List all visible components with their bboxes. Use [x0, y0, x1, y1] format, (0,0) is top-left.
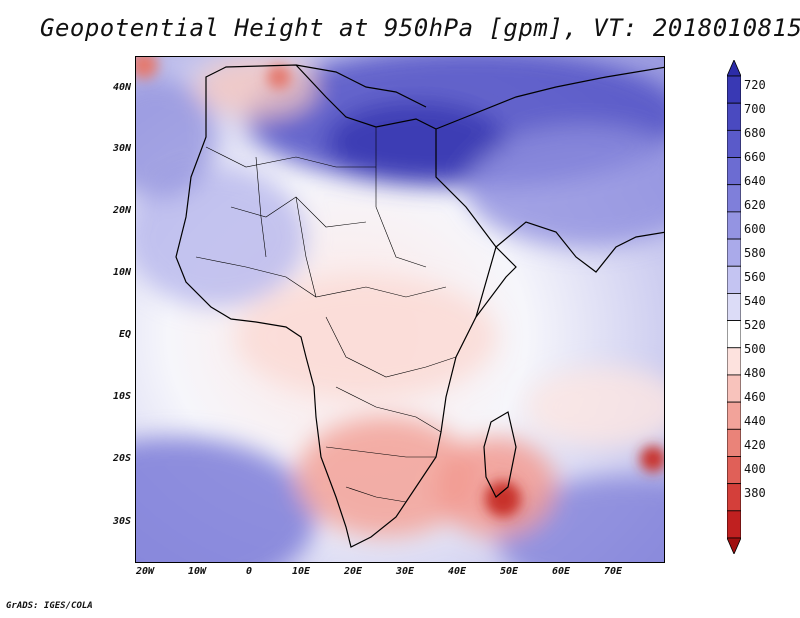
- y-axis-label-30n: 30N: [112, 143, 131, 154]
- colorbar-cell: [727, 401, 741, 430]
- colorbar-label-440: 440: [744, 414, 766, 428]
- colorbar-label-660: 660: [744, 150, 766, 164]
- colorbar-label-520: 520: [744, 318, 766, 332]
- colorbar-label-620: 620: [744, 198, 766, 212]
- colorbar-label-500: 500: [744, 342, 766, 356]
- colorbar-cell: [727, 129, 741, 158]
- colorbar-cell: [727, 157, 741, 186]
- colorbar-cell: [727, 265, 741, 294]
- country-borders: [195, 127, 457, 503]
- map-plot-area: [135, 56, 665, 563]
- colorbar-cell: [727, 320, 741, 349]
- colorbar-cell: [727, 75, 741, 104]
- x-axis-label-20e: 20E: [343, 566, 363, 577]
- colorbar-label-400: 400: [744, 462, 766, 476]
- colorbar-cells: [727, 60, 741, 554]
- colorbar-label-580: 580: [744, 246, 766, 260]
- colorbar-cell: [727, 374, 741, 403]
- low-centers: [136, 57, 664, 517]
- colorbar-label-560: 560: [744, 270, 766, 284]
- x-axis-label-40e: 40E: [447, 566, 467, 577]
- colorbar-cell: [727, 456, 741, 485]
- colorbar-cell: [727, 184, 741, 213]
- colorbar-cell: [727, 347, 741, 376]
- colorbar-label-420: 420: [744, 438, 766, 452]
- y-axis-label-40n: 40N: [112, 82, 131, 93]
- colorbar-label-540: 540: [744, 294, 766, 308]
- coastlines: [175, 64, 664, 548]
- x-axis-label-20w: 20W: [135, 566, 155, 577]
- colorbar-cell: [727, 102, 741, 131]
- colorbar-label-720: 720: [744, 78, 766, 92]
- colorbar: [727, 60, 741, 554]
- colorbar-label-600: 600: [744, 222, 766, 236]
- x-axis-label-10w: 10W: [187, 566, 207, 577]
- x-axis-label-10e: 10E: [291, 566, 311, 577]
- colorbar-cell: [727, 293, 741, 321]
- y-axis-label-20s: 20S: [112, 453, 131, 464]
- colorbar-label-700: 700: [744, 102, 766, 116]
- y-axis-label-20n: 20N: [112, 205, 131, 216]
- colorbar-cell: [727, 238, 741, 267]
- chart-title: Geopotential Height at 950hPa [gpm], VT:…: [40, 14, 800, 42]
- colorbar-label-380: 380: [744, 486, 766, 500]
- colorbar-cell: [727, 211, 741, 240]
- y-axis-label-10n: 10N: [112, 267, 131, 278]
- x-axis-label-30e: 30E: [395, 566, 415, 577]
- colorbar-label-680: 680: [744, 126, 766, 140]
- colorbar-cell: [727, 60, 741, 77]
- map-svg: [136, 57, 664, 562]
- x-axis-label-60e: 60E: [551, 566, 571, 577]
- y-axis-label-10s: 10S: [112, 391, 131, 402]
- y-axis-label-30s: 30S: [112, 516, 131, 527]
- colorbar-label-480: 480: [744, 366, 766, 380]
- x-axis-label-50e: 50E: [499, 566, 519, 577]
- colorbar-cell: [727, 537, 741, 554]
- x-axis-label-0: 0: [245, 566, 253, 577]
- y-axis-label-eq: EQ: [118, 329, 131, 340]
- footer-credit: GrADS: IGES/COLA: [6, 601, 93, 611]
- colorbar-cell: [727, 510, 741, 539]
- colorbar-cell: [727, 483, 741, 512]
- colorbar-cell: [727, 428, 741, 457]
- colorbar-label-460: 460: [744, 390, 766, 404]
- colorbar-label-640: 640: [744, 174, 766, 188]
- x-axis-label-70e: 70E: [603, 566, 623, 577]
